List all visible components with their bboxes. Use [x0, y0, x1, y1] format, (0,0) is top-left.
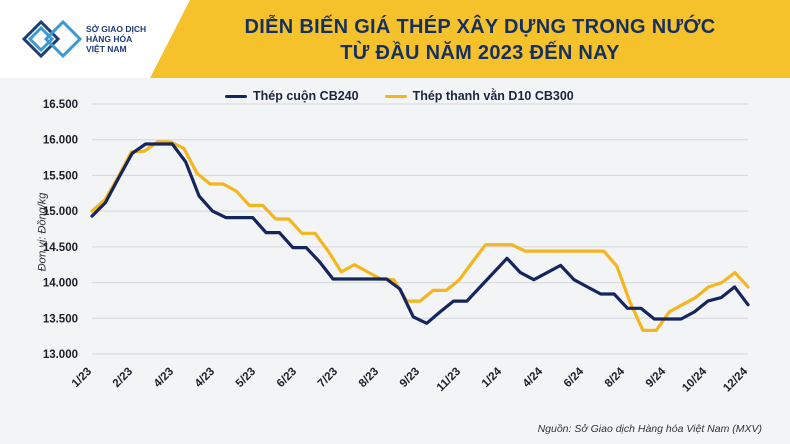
y-tick-label: 13.000	[43, 349, 78, 361]
y-tick-label: 14.000	[43, 278, 78, 290]
legend-swatch-series1	[225, 94, 247, 98]
y-tick-label: 16.500	[43, 99, 78, 111]
chart-title-line1: DIỄN BIẾN GIÁ THÉP XÂY DỰNG TRONG NƯỚC	[244, 16, 716, 38]
y-tick-label: 15.500	[43, 170, 78, 182]
x-tick-label: 2/23	[111, 366, 135, 390]
x-tick-label: 1/24	[480, 365, 505, 390]
x-tick-label: 5/23	[234, 366, 258, 390]
series-line-2	[90, 140, 750, 332]
logo-line: VIỆT NAM	[86, 44, 127, 54]
mxv-logo-icon	[21, 19, 83, 59]
x-tick-label: 7/23	[316, 366, 340, 390]
x-tick-label: 8/23	[357, 366, 381, 390]
source-note: Nguồn: Sở Giao dịch Hàng hóa Việt Nam (M…	[537, 423, 762, 435]
logo-text: SỞ GIAO DỊCH HÀNG HÓA VIỆT NAM	[86, 24, 156, 54]
series-line-1	[90, 142, 750, 325]
legend-item-series2: Thép thanh vằn D10 CB300	[384, 89, 574, 103]
x-tick-label: 10/24	[680, 365, 709, 394]
legend-label-series2: Thép thanh vằn D10 CB300	[412, 89, 574, 103]
y-tick-label: 14.500	[43, 242, 78, 254]
x-tick-label: 9/23	[398, 366, 422, 390]
header-banner	[150, 0, 790, 78]
header: SỞ GIAO DỊCH HÀNG HÓA VIỆT NAM DIỄN BIẾN…	[0, 0, 790, 78]
chart-legend: Thép cuộn CB240 Thép thanh vằn D10 CB300	[225, 88, 600, 104]
x-tick-label: 4/23	[193, 366, 217, 390]
line-chart: 16.500 16.000 15.500 15.000 14.500 14.000 13.5…	[43, 99, 751, 394]
x-tick-label: 1/23	[70, 366, 94, 390]
x-tick-label: 6/24	[562, 365, 587, 390]
x-tick-label: 8/24	[603, 365, 628, 390]
legend-swatch-series2	[384, 94, 407, 98]
y-tick-label: 13.500	[43, 313, 78, 325]
y-tick-label: 16.000	[43, 135, 78, 147]
x-tick-label: 9/24	[644, 365, 669, 390]
legend-item-series1: Thép cuộn CB240	[225, 89, 359, 103]
x-tick-label: 12/24	[721, 365, 750, 394]
logo-line: SỞ GIAO DỊCH	[86, 24, 147, 34]
y-tick-label: 15.000	[43, 206, 78, 218]
chart-title: DIỄN BIẾN GIÁ THÉP XÂY DỰNG TRONG NƯỚC T…	[200, 14, 760, 66]
x-tick-label: 4/23	[152, 366, 176, 390]
logo-line: HÀNG HÓA	[86, 34, 133, 44]
legend-label-series1: Thép cuộn CB240	[253, 89, 359, 103]
x-tick-label: 4/24	[521, 365, 546, 390]
chart-title-line2: TỪ ĐẦU NĂM 2023 ĐẾN NAY	[340, 42, 620, 64]
x-tick-label: 11/23	[435, 366, 463, 394]
x-tick-label: 6/23	[275, 366, 299, 390]
